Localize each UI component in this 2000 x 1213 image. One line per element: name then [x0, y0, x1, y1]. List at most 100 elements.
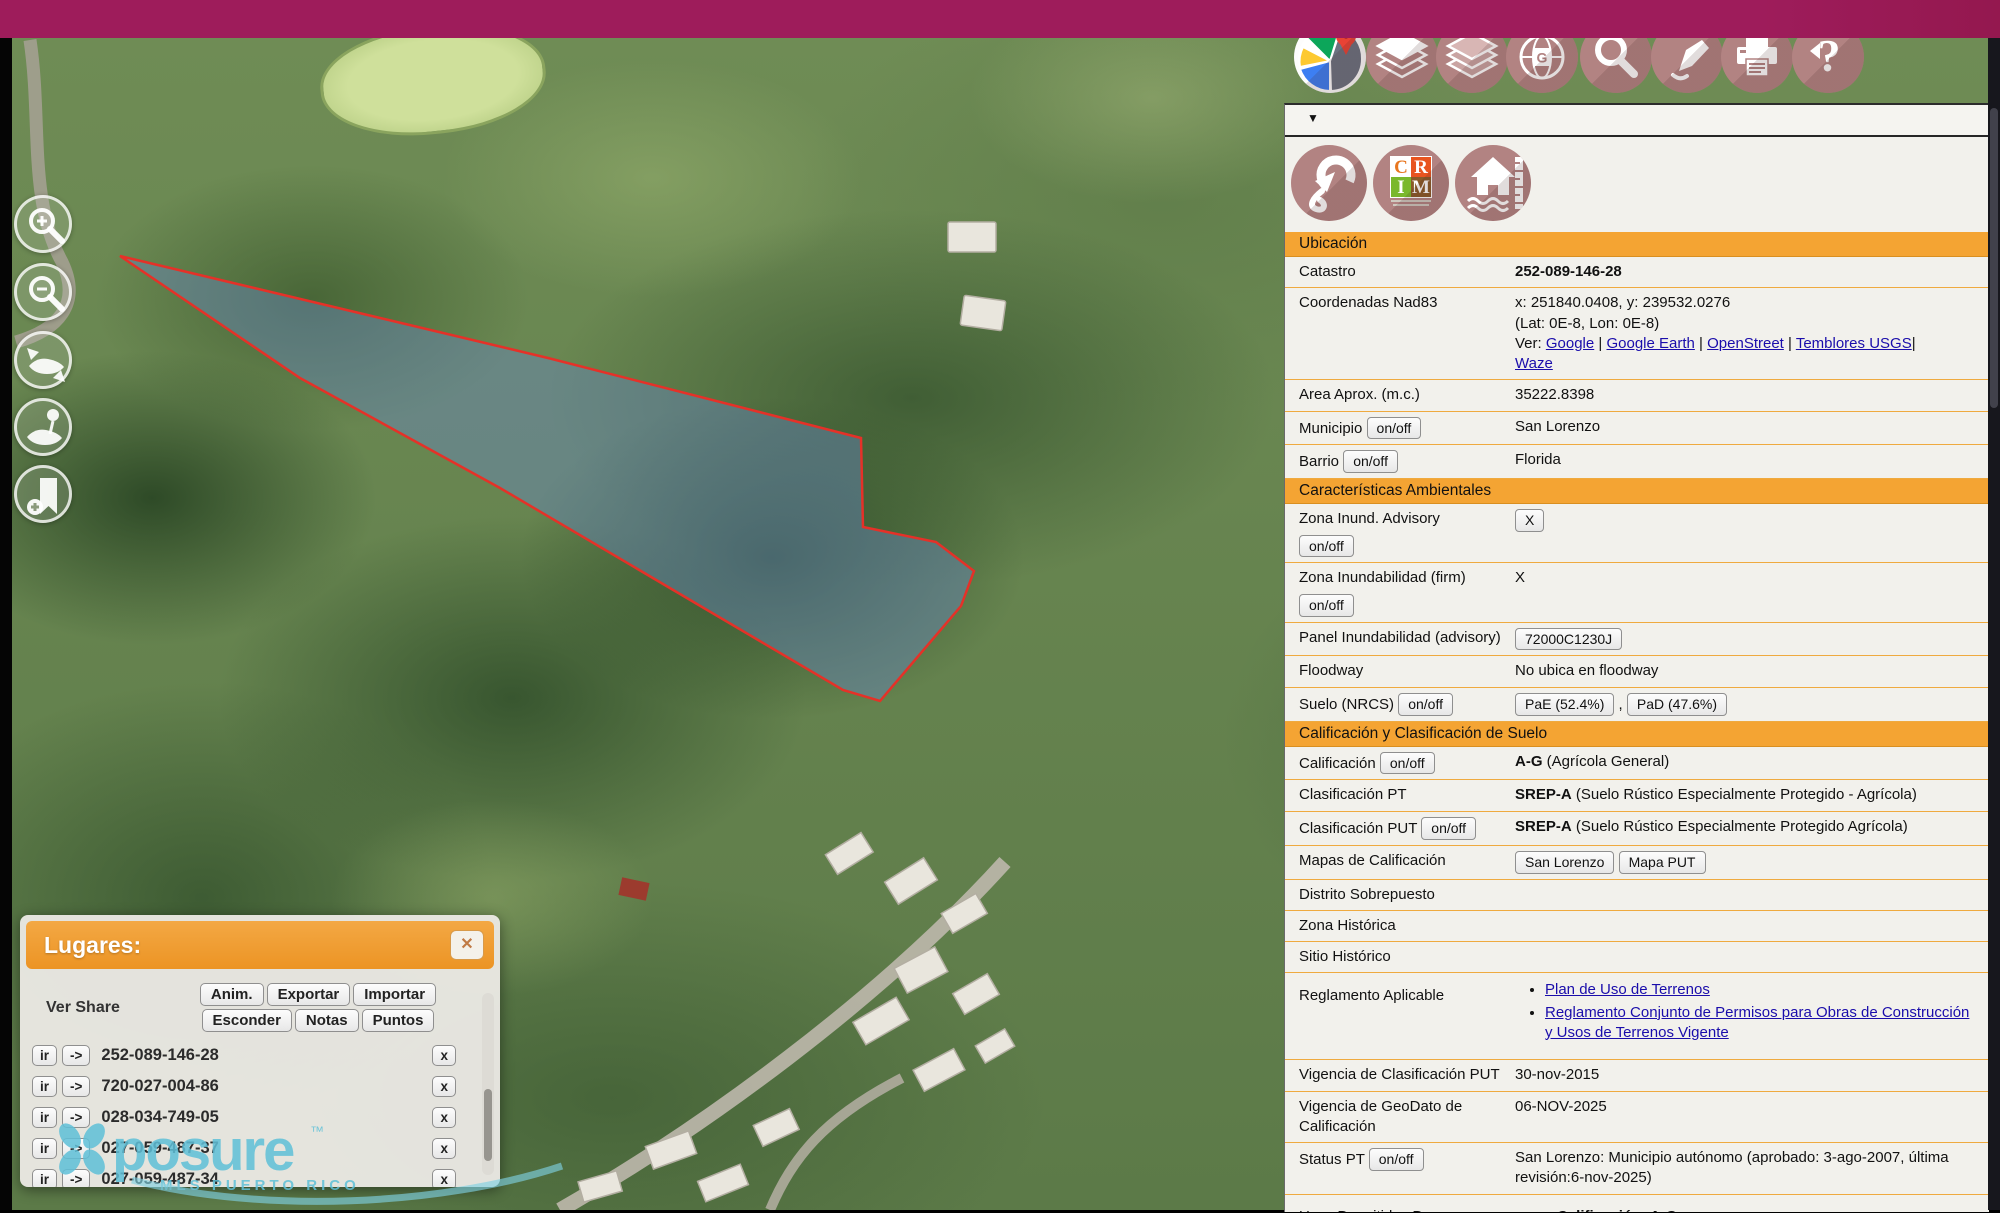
row-sitio-historico: Sitio Histórico	[1285, 942, 1989, 974]
ir-button[interactable]: ir	[32, 1076, 58, 1097]
vigencia-put-label: Vigencia de Clasificación PUT	[1299, 1066, 1500, 1084]
goto-button[interactable]: ->	[62, 1076, 91, 1097]
exportar-button[interactable]: Exportar	[266, 983, 351, 1006]
link-openstreet[interactable]: OpenStreet	[1707, 334, 1784, 352]
suelo-comma: ,	[1618, 695, 1623, 713]
reglamento-label: Reglamento Aplicable	[1299, 987, 1445, 1005]
anim-button[interactable]: Anim.	[199, 983, 264, 1006]
link-reglamento-conjunto[interactable]: Reglamento Conjunto de Permisos para Obr…	[1545, 1003, 1970, 1041]
status-pt-toggle-button[interactable]: on/off	[1368, 1148, 1424, 1171]
lugares-scrollbar[interactable]	[482, 993, 494, 1175]
ver-link[interactable]: Ver	[46, 998, 71, 1016]
parcel-id: 252-089-146-28	[101, 1046, 219, 1064]
zona-advisory-x-button[interactable]: X	[1515, 509, 1545, 533]
close-icon[interactable]: ✕	[450, 930, 484, 960]
suelo-label: Suelo (NRCS)	[1299, 695, 1395, 713]
parcel-id: 028-034-749-05	[101, 1108, 219, 1126]
suelo-toggle-button[interactable]: on/off	[1398, 692, 1453, 716]
section-header-ubicacion: Ubicación	[1285, 232, 1989, 257]
panel-inund-label: Panel Inundabilidad (advisory)	[1299, 628, 1501, 646]
calificacion-toggle-button[interactable]: on/off	[1379, 751, 1435, 775]
goto-button[interactable]: ->	[62, 1169, 91, 1187]
flood-reference-icon[interactable]	[1455, 145, 1531, 221]
clasificacion-put-toggle-button[interactable]: on/off	[1421, 816, 1477, 840]
ver-prefix: Ver:	[1515, 334, 1542, 352]
usos-value: Calificación: A-G Actividades ecoturísti…	[1557, 1207, 1981, 1212]
zona-firm-label: Zona Inundabilidad (firm)	[1299, 569, 1466, 587]
lugares-panel: Lugares: ✕ Ver Share Anim. Exportar Impo…	[20, 915, 500, 1187]
list-item: ir -> 027-059-487-34 x	[32, 1164, 500, 1187]
link-google-earth[interactable]: Google Earth	[1606, 334, 1695, 352]
barrio-toggle-button[interactable]: on/off	[1343, 450, 1398, 474]
floodway-value: No ubica en floodway	[1515, 662, 1659, 680]
crim-logo-icon[interactable]: C R I M	[1373, 145, 1449, 221]
link-sep: |	[1598, 334, 1603, 352]
suelo-pad-button[interactable]: PaD (47.6%)	[1626, 692, 1728, 716]
link-sep: |	[1911, 334, 1916, 352]
clasificacion-put-label: Clasificación PUT	[1299, 819, 1418, 837]
locate-parcel-button[interactable]	[14, 398, 72, 456]
clasificacion-put-label-cell: Clasificación PUT on/off	[1299, 816, 1515, 840]
municipio-toggle-button[interactable]: on/off	[1366, 416, 1422, 440]
remove-button[interactable]: x	[432, 1107, 456, 1128]
pan-history-icon[interactable]	[1291, 145, 1367, 221]
share-link[interactable]: Share	[75, 998, 120, 1016]
coordenadas-value: x: 251840.0408, y: 239532.0276 (Lat: 0E-…	[1515, 293, 1981, 374]
remove-button[interactable]: x	[432, 1076, 456, 1097]
puntos-button[interactable]: Puntos	[361, 1009, 435, 1032]
mapa-put-button[interactable]: Mapa PUT	[1618, 850, 1706, 874]
panel-inund-button[interactable]: 72000C1230J	[1515, 627, 1623, 651]
zona-advisory-toggle-button[interactable]: on/off	[1299, 534, 1354, 558]
goto-button[interactable]: ->	[62, 1045, 91, 1066]
parcel-polygon[interactable]	[119, 254, 976, 703]
full-extent-button[interactable]	[14, 331, 72, 389]
lugares-header[interactable]: Lugares: ✕	[26, 921, 494, 969]
lugares-list: ir -> 252-089-146-28 x ir -> 720-027-004…	[20, 1034, 500, 1187]
row-coordenadas: Coordenadas Nad83 x: 251840.0408, y: 239…	[1285, 288, 1989, 381]
floodway-label: Floodway	[1299, 662, 1364, 680]
lugares-scrollbar-thumb[interactable]	[484, 1089, 492, 1161]
link-temblores-usgs[interactable]: Temblores USGS	[1795, 334, 1912, 352]
ir-button[interactable]: ir	[32, 1169, 58, 1187]
zoom-in-button[interactable]	[14, 195, 72, 253]
lugares-title: Lugares:	[44, 931, 142, 958]
bookmark-add-button[interactable]	[14, 465, 72, 523]
link-plan-uso-terrenos[interactable]: Plan de Uso de Terrenos	[1545, 981, 1710, 999]
row-zona-advisory: Zona Inund. Advisory on/off X	[1285, 504, 1989, 564]
suelo-pae-button[interactable]: PaE (52.4%)	[1515, 692, 1615, 716]
section-header-calificacion: Calificación y Clasificación de Suelo	[1285, 721, 1989, 747]
mapa-san-lorenzo-button[interactable]: San Lorenzo	[1515, 850, 1615, 874]
row-clasificacion-put: Clasificación PUT on/off SREP-A (Suelo R…	[1285, 812, 1989, 846]
page-scrollbar-thumb[interactable]	[1990, 108, 1998, 408]
link-waze[interactable]: Waze	[1515, 355, 1553, 372]
row-zona-historica: Zona Histórica	[1285, 911, 1989, 943]
notas-button[interactable]: Notas	[294, 1009, 359, 1032]
link-google[interactable]: Google	[1545, 334, 1595, 352]
remove-button[interactable]: x	[432, 1138, 456, 1159]
municipio-value: San Lorenzo	[1515, 417, 1601, 435]
importar-button[interactable]: Importar	[353, 983, 437, 1006]
zoom-out-button[interactable]	[14, 263, 72, 321]
esconder-button[interactable]: Esconder	[201, 1009, 292, 1032]
svg-text:I: I	[1397, 177, 1404, 198]
page-scrollbar[interactable]	[1988, 38, 2000, 1210]
goto-button[interactable]: ->	[62, 1138, 91, 1159]
status-pt-value: San Lorenzo: Municipio autónomo (aprobad…	[1515, 1149, 1949, 1187]
calificacion-desc: (Agrícola General)	[1542, 752, 1670, 770]
collapse-panel-button[interactable]: ▼	[1307, 111, 1319, 125]
municipio-label-cell: Municipio on/off	[1299, 416, 1515, 440]
remove-button[interactable]: x	[432, 1045, 456, 1066]
row-mapas: Mapas de Calificación San Lorenzo Mapa P…	[1285, 846, 1989, 880]
zona-firm-toggle-button[interactable]: on/off	[1299, 593, 1354, 617]
ir-button[interactable]: ir	[32, 1138, 58, 1159]
suelo-label-cell: Suelo (NRCS) on/off	[1299, 692, 1515, 716]
remove-button[interactable]: x	[432, 1169, 456, 1187]
left-edge-strip	[0, 38, 12, 1210]
ir-button[interactable]: ir	[32, 1107, 58, 1128]
ir-button[interactable]: ir	[32, 1045, 58, 1066]
zona-firm-label-cell: Zona Inundabilidad (firm) on/off	[1299, 568, 1515, 617]
row-panel-inundabilidad: Panel Inundabilidad (advisory) 72000C123…	[1285, 623, 1989, 657]
goto-button[interactable]: ->	[62, 1107, 91, 1128]
parcel-id: 027-059-487-37	[101, 1139, 219, 1157]
